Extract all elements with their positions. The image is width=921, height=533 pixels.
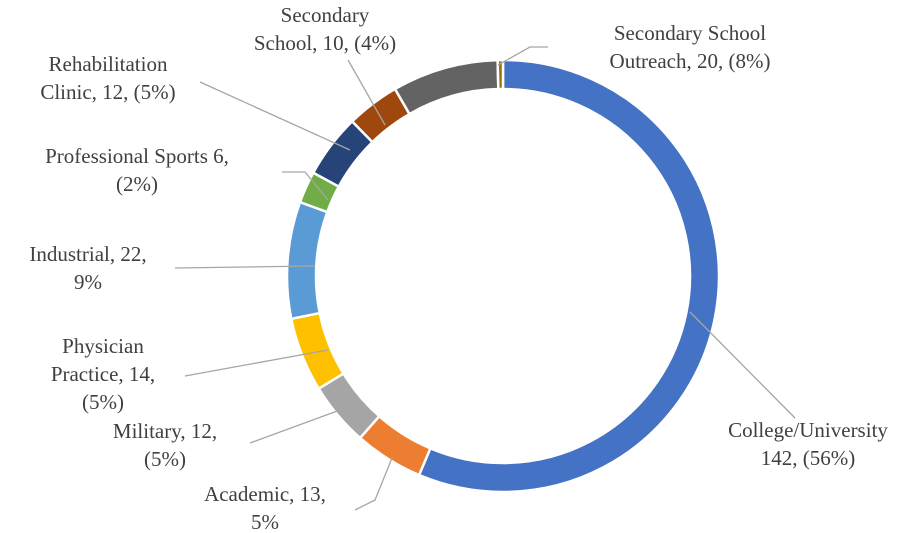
data-label: Military, 12,	[113, 419, 217, 443]
data-label: Secondary	[281, 3, 370, 27]
leader-line	[184, 349, 329, 377]
data-label: Rehabilitation	[49, 52, 168, 76]
donut-slice	[417, 58, 721, 494]
data-label: Academic, 13,	[204, 482, 326, 506]
donut-slice	[496, 58, 505, 91]
data-label: College/University	[728, 418, 888, 442]
data-label: 9%	[74, 270, 102, 294]
data-label: School, 10, (4%)	[254, 31, 396, 55]
data-label: Practice, 14,	[51, 362, 155, 386]
data-label: Physician	[62, 334, 144, 358]
leader-line	[689, 311, 796, 419]
leader-line	[347, 59, 386, 126]
data-label: (5%)	[144, 447, 186, 471]
data-label: Professional Sports 6,	[45, 144, 229, 168]
leader-line	[199, 81, 351, 151]
leader-line	[249, 409, 341, 444]
donut-slice	[393, 58, 500, 116]
data-label: Industrial, 22,	[29, 242, 146, 266]
leader-line	[282, 171, 329, 201]
data-label: (2%)	[116, 172, 158, 196]
data-label: Clinic, 12, (5%)	[40, 80, 175, 104]
data-label: Secondary School	[614, 21, 766, 45]
donut-slice	[289, 311, 346, 391]
data-label: Outreach, 20, (8%)	[610, 49, 771, 73]
leader-line	[354, 457, 393, 511]
data-label: 5%	[251, 510, 279, 533]
donut-slice	[285, 200, 329, 321]
leader-line	[174, 265, 316, 269]
data-label: (5%)	[82, 390, 124, 414]
data-label: 142, (56%)	[761, 446, 855, 470]
leader-line	[497, 46, 548, 66]
